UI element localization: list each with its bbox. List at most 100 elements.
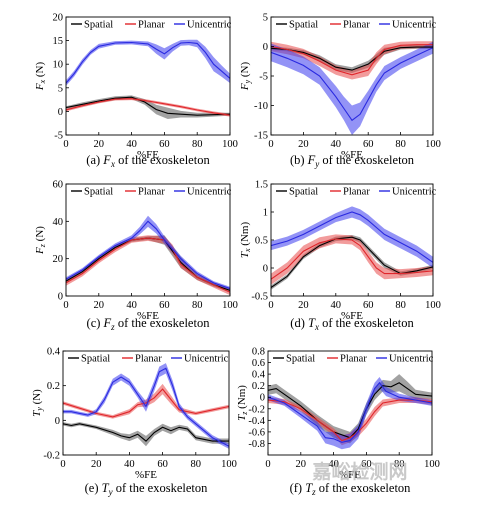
x-tick-label: 80	[192, 139, 203, 150]
x-tick-label: 100	[425, 139, 441, 150]
y-axis-subscript: x	[243, 248, 252, 253]
axes-frame	[65, 183, 231, 297]
y-axis-label: Tz (Nm)	[236, 385, 249, 421]
band-planar	[63, 383, 229, 419]
legend-item-planar: Planar	[343, 187, 370, 198]
plot-area	[66, 39, 230, 119]
x-tick-label: 0	[268, 300, 273, 311]
x-tick-label: 40	[124, 459, 135, 470]
x-tick-label: 60	[361, 459, 372, 470]
caption-prefix: (a)	[86, 153, 103, 167]
legend-item-spatial: Spatial	[84, 187, 113, 198]
y-tick-label: 0.5	[255, 236, 268, 247]
y-axis-symbol: T	[239, 251, 251, 258]
x-tick-label: 100	[221, 459, 237, 470]
x-tick-label: 40	[331, 300, 342, 311]
legend: Spatial Planar Unicentric	[276, 187, 437, 198]
y-axis-unit: (N)	[34, 62, 46, 80]
y-axis-unit: (N)	[239, 62, 251, 80]
caption-subscript: y	[314, 159, 319, 169]
plot-area	[63, 363, 229, 449]
panel-caption: (f) Tz of the exoskeleton	[290, 481, 412, 497]
y-tick-label: 1.5	[255, 180, 268, 191]
legend-item-unicentric: Unicentric	[187, 187, 232, 198]
x-tick-label: 20	[94, 300, 105, 311]
y-axis-symbol: F	[34, 83, 46, 91]
y-tick-label: 0	[58, 292, 63, 303]
legend-item-unicentric: Unicentric	[392, 187, 437, 198]
plot-area	[268, 374, 432, 450]
caption-subscript: z	[311, 487, 316, 497]
y-axis-label: Ty (N)	[31, 389, 44, 417]
x-tick-label: 100	[424, 459, 440, 470]
line-planar	[271, 44, 433, 76]
y-tick-label: -0.6	[248, 427, 265, 438]
y-axis-symbol: T	[31, 410, 43, 417]
plot-area	[271, 206, 433, 290]
band-planar	[271, 41, 433, 80]
legend: Spatial Planar Unicentric	[71, 20, 232, 31]
x-tick-label: 20	[91, 459, 102, 470]
x-tick-label: 20	[94, 139, 105, 150]
y-tick-label: -0.8	[248, 439, 265, 450]
y-tick-label: 0.2	[252, 381, 265, 392]
y-tick-label: -0.5	[251, 292, 268, 303]
legend: Spatial Planar Unicentric	[68, 354, 229, 365]
caption-suffix: of the exoskeleton	[316, 481, 412, 495]
y-axis-label: Fy (N)	[239, 62, 252, 92]
x-tick-label: 0	[60, 459, 65, 470]
x-axis-label: %FE	[137, 149, 159, 161]
y-axis-unit: (Nm)	[236, 385, 248, 412]
x-tick-label: 0	[265, 459, 270, 470]
caption-suffix: of the exoskeleton	[113, 481, 209, 495]
line-planar	[271, 238, 433, 280]
x-tick-label: 60	[157, 459, 168, 470]
line-unicentric	[63, 367, 229, 447]
caption-symbol: T	[305, 481, 313, 495]
legend: Spatial Planar Unicentric	[71, 187, 232, 198]
x-tick-label: 60	[363, 300, 374, 311]
caption-suffix: of the exoskeleton	[115, 316, 211, 330]
y-tick-label: 0.4	[47, 347, 61, 358]
line-planar	[66, 237, 230, 293]
x-tick-label: 80	[395, 139, 406, 150]
caption-symbol: F	[103, 316, 112, 330]
legend-item-spatial: Spatial	[289, 20, 318, 31]
y-tick-label: 60	[53, 180, 64, 191]
y-axis-unit: (N)	[34, 226, 46, 244]
x-tick-label: 80	[394, 459, 405, 470]
x-tick-label: 60	[159, 139, 170, 150]
panel-caption: (d) Tx of the exoskeleton	[290, 316, 414, 332]
line-unicentric	[66, 220, 230, 290]
caption-subscript: x	[314, 322, 319, 332]
y-tick-label: 5	[263, 13, 268, 24]
y-axis-subscript: y	[35, 407, 44, 412]
line-unicentric	[271, 47, 433, 122]
line-unicentric	[271, 211, 433, 263]
y-axis-symbol: T	[236, 414, 248, 421]
legend: Spatial Planar Unicentric	[276, 20, 437, 31]
plot-area	[271, 41, 433, 135]
line-unicentric	[268, 381, 432, 443]
line-spatial	[63, 423, 229, 442]
x-tick-label: 80	[192, 300, 203, 311]
line-spatial	[271, 46, 433, 71]
y-axis-symbol: F	[34, 247, 46, 255]
y-tick-label: -5	[259, 72, 268, 83]
axes-frame	[62, 350, 230, 456]
x-axis-label: %FE	[341, 149, 363, 161]
y-tick-label: -0.2	[43, 451, 60, 462]
y-tick-label: 20	[53, 13, 64, 24]
band-spatial	[63, 422, 229, 447]
caption-subscript: y	[108, 487, 113, 497]
legend-item-planar: Planar	[343, 20, 370, 31]
y-tick-label: 0.4	[252, 370, 266, 381]
y-tick-label: -10	[254, 101, 268, 112]
legend-item-unicentric: Unicentric	[392, 20, 437, 31]
caption-suffix: of the exoskeleton	[319, 153, 415, 167]
line-planar	[66, 98, 230, 116]
x-axis-label: %FE	[137, 310, 159, 322]
band-unicentric	[271, 41, 433, 135]
